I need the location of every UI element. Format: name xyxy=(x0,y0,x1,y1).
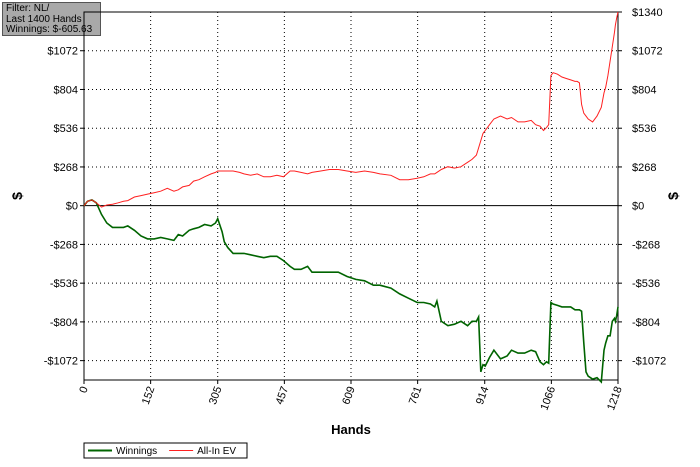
x-tick-label: 0 xyxy=(77,385,90,395)
y-tick-label-left: $536 xyxy=(54,123,78,135)
y-tick-label-right: $1340 xyxy=(632,7,663,19)
x-tick-label: 914 xyxy=(474,385,492,406)
y-tick-label-right: -$268 xyxy=(632,239,660,251)
y-tick-label-right: -$804 xyxy=(632,317,660,329)
x-tick-label: 457 xyxy=(274,385,292,406)
x-tick-label: 152 xyxy=(140,385,158,406)
y-tick-label-right: $804 xyxy=(632,84,656,96)
x-tick-label: 305 xyxy=(207,385,225,406)
y-tick-label-right: $268 xyxy=(632,162,656,174)
x-tick-label: 609 xyxy=(340,385,358,406)
y-tick-label-left: $804 xyxy=(54,84,78,96)
winnings-line: Winnings: $-605.63 xyxy=(6,24,93,35)
y-tick-label-left: -$268 xyxy=(50,239,78,251)
legend: Winnings All-In EV xyxy=(83,442,248,459)
axes xyxy=(80,11,622,384)
hands-line: Last 1400 Hands xyxy=(6,13,82,25)
y-tick-label-right: $0 xyxy=(632,201,644,213)
y-tick-label-right: $1072 xyxy=(632,46,663,58)
y-tick-label-right: -$1072 xyxy=(632,356,666,368)
y-tick-label-left: $268 xyxy=(54,162,78,174)
y-tick-label-left: $0 xyxy=(66,201,78,213)
legend-box xyxy=(83,442,248,459)
x-axis-label: Hands xyxy=(331,422,371,437)
x-tick-label: 761 xyxy=(407,385,425,406)
legend-label-all-in-ev: All-In EV xyxy=(197,446,236,457)
y-tick-label-left: -$1072 xyxy=(44,356,78,368)
y-axis-label-right: $ xyxy=(665,192,681,200)
y-axis-label-left: $ xyxy=(9,192,25,200)
legend-label-winnings: Winnings xyxy=(116,446,157,457)
grid xyxy=(83,12,619,380)
series-line-all-in-ev xyxy=(83,11,619,208)
y-tick-label-left: -$804 xyxy=(50,317,78,329)
y-tick-label-right: -$536 xyxy=(632,278,660,290)
tick-labels: $1072 $804 $536 $268 $0 -$268 -$536 -$804 -$1072… xyxy=(44,7,667,412)
series-line-winnings xyxy=(83,199,619,384)
series-lines xyxy=(83,11,619,384)
x-tick-label: 1066 xyxy=(539,385,559,412)
x-tick-label: 1218 xyxy=(605,385,625,412)
y-tick-label-left: $1072 xyxy=(47,46,78,58)
y-tick-label-left: -$536 xyxy=(50,278,78,290)
y-tick-label-right: $536 xyxy=(632,123,656,135)
filter-line: Filter: NL/ xyxy=(6,3,50,14)
